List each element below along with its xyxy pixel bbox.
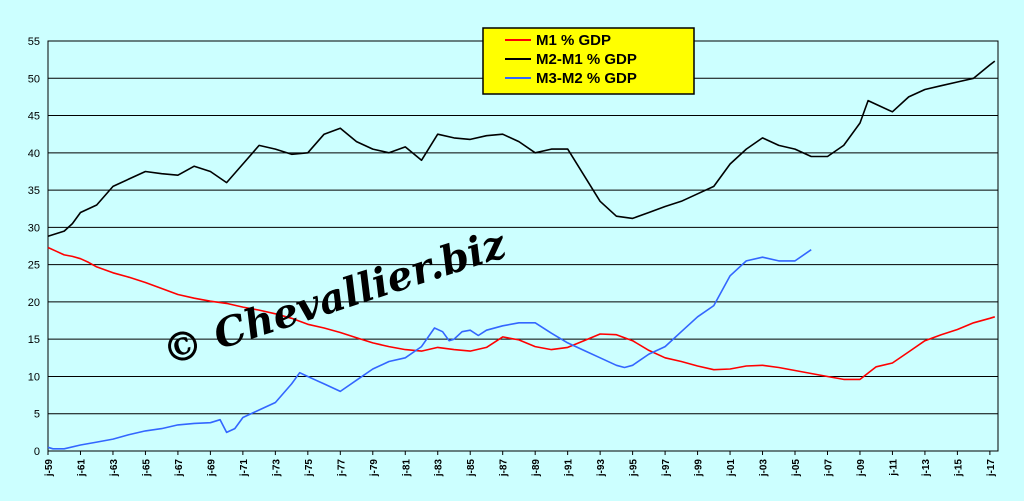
y-tick-label: 30 (28, 222, 40, 234)
x-tick-label: j-09 (856, 459, 867, 478)
x-tick-label: j-61 (76, 459, 87, 478)
x-tick-label: j-05 (791, 459, 802, 478)
x-tick-label: j-75 (304, 459, 315, 478)
x-tick-label: j-85 (466, 459, 477, 478)
y-tick-label: 40 (28, 148, 40, 160)
x-tick-label: j-59 (44, 459, 55, 478)
series-line-1 (47, 60, 996, 238)
x-tick-label: j-77 (336, 459, 347, 478)
y-tick-label: 35 (28, 185, 40, 197)
series-group (47, 60, 996, 450)
y-tick-label: 50 (28, 73, 40, 85)
x-tick-label: j-93 (596, 459, 607, 478)
legend-label-1: M2-M1 % GDP (536, 51, 637, 68)
y-tick-label: 15 (28, 334, 40, 346)
x-tick-label: j-17 (986, 459, 997, 478)
y-axis-ticks: 0 5 10 15 20 25 30 35 40 45 50 55 (28, 36, 40, 458)
x-tick-label: j-91 (564, 459, 575, 478)
x-tick-label: j-69 (206, 459, 217, 478)
x-axis-ticks: j-59 j-61 j-63 j-65 j-67 j-69 j-71 j-73 j-75 j-77… (44, 451, 997, 477)
x-tick-label: j-71 (239, 459, 250, 478)
y-tick-label: 20 (28, 297, 40, 309)
x-tick-label: j-11 (888, 459, 899, 477)
series-line-0 (47, 246, 996, 381)
x-tick-label: j-03 (759, 459, 770, 478)
legend-label-2: M3-M2 % GDP (536, 70, 637, 87)
x-tick-label: j-97 (661, 459, 672, 478)
x-tick-label: j-65 (141, 459, 152, 478)
y-tick-label: 25 (28, 260, 40, 272)
series-line-2 (47, 249, 812, 450)
x-tick-label: j-81 (401, 459, 412, 478)
y-tick-label: 0 (34, 446, 40, 458)
legend-label-0: M1 % GDP (536, 32, 611, 49)
x-tick-label: j-99 (694, 459, 705, 478)
x-tick-label: j-95 (629, 459, 640, 478)
y-tick-label: 45 (28, 111, 40, 123)
x-tick-label: j-13 (921, 459, 932, 478)
x-tick-label: j-63 (109, 459, 120, 478)
x-tick-label: j-79 (369, 459, 380, 478)
x-tick-label: j-01 (726, 459, 737, 478)
x-tick-label: j-07 (823, 459, 834, 478)
x-tick-label: j-73 (271, 459, 282, 478)
x-tick-label: j-87 (499, 459, 510, 478)
y-tick-label: 5 (34, 409, 40, 421)
legend: M1 % GDP M2-M1 % GDP M3-M2 % GDP (482, 27, 695, 95)
x-tick-label: j-89 (531, 459, 542, 478)
y-tick-label: 55 (28, 36, 40, 48)
x-tick-label: j-83 (434, 459, 445, 478)
x-tick-label: j-67 (174, 459, 185, 478)
x-tick-label: j-15 (953, 459, 964, 478)
y-tick-label: 10 (28, 371, 40, 383)
